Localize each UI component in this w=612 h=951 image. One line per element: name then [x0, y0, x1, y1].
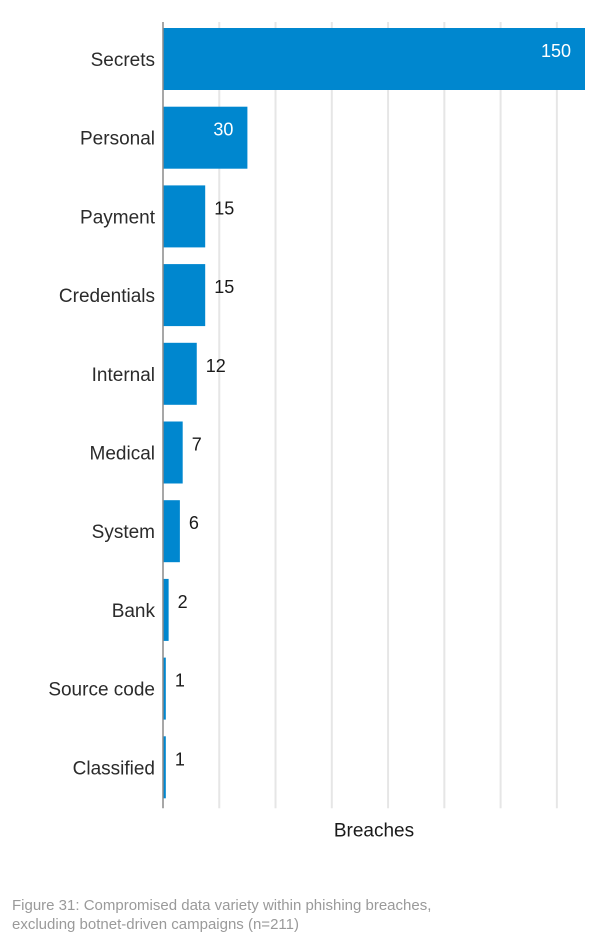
category-label: Personal [80, 129, 155, 150]
value-label: 30 [213, 120, 233, 140]
value-label: 15 [214, 277, 234, 297]
x-axis-title: Breaches [334, 820, 414, 841]
category-label: Internal [92, 365, 155, 386]
value-label: 7 [192, 435, 202, 455]
category-label: Secrets [91, 50, 155, 71]
value-labels: 150 30 15 15 12 7 6 2 1 1 [175, 41, 571, 769]
bar-medical [163, 421, 183, 484]
category-label: Credentials [59, 286, 155, 307]
bar-payment [163, 185, 206, 248]
bar-classified [163, 736, 166, 799]
category-label: System [92, 522, 155, 543]
category-label: Classified [73, 758, 155, 779]
caption-line-1: Figure 31: Compromised data variety with… [12, 897, 432, 914]
bar-system [163, 500, 180, 563]
value-label: 150 [541, 41, 571, 61]
bars [163, 28, 585, 799]
value-label: 1 [175, 671, 185, 691]
value-label: 12 [206, 356, 226, 376]
bar-source-code [163, 657, 166, 720]
category-label: Bank [112, 601, 156, 622]
figure-caption: Figure 31: Compromised data variety with… [12, 896, 592, 934]
gridlines [218, 22, 558, 809]
value-label: 15 [214, 198, 234, 218]
category-label: Payment [80, 207, 156, 228]
bar-secrets [163, 28, 585, 90]
category-labels: Secrets Personal Payment Credentials Interna… [48, 50, 155, 779]
value-label: 6 [189, 513, 199, 533]
bar-credentials [163, 264, 206, 327]
caption-line-2: excluding botnet-driven campaigns (n=211… [12, 916, 299, 933]
bar-chart: Secrets Personal Payment Credentials Interna… [48, 22, 585, 841]
bar-bank [163, 578, 169, 641]
value-label: 1 [175, 749, 185, 769]
category-label: Medical [90, 444, 155, 465]
bar-internal [163, 342, 197, 405]
bar-personal [163, 106, 248, 169]
value-label: 2 [178, 592, 188, 612]
category-label: Source code [48, 680, 155, 701]
